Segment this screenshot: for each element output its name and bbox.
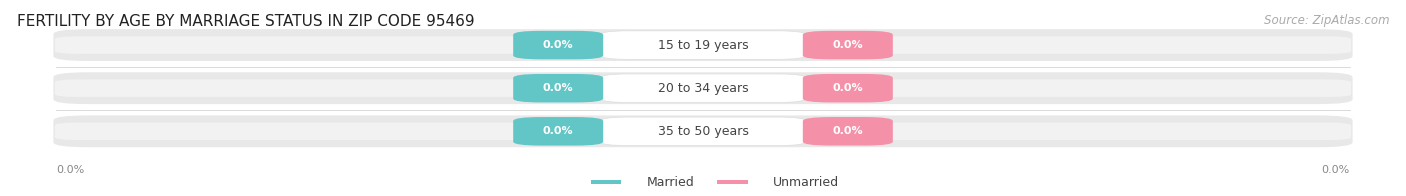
Text: 0.0%: 0.0% [543,83,574,93]
Text: 0.0%: 0.0% [832,126,863,136]
Text: 0.0%: 0.0% [543,126,574,136]
Text: 35 to 50 years: 35 to 50 years [658,125,748,138]
Text: 0.0%: 0.0% [1322,165,1350,175]
Text: 0.0%: 0.0% [543,40,574,50]
Text: 0.0%: 0.0% [832,83,863,93]
Text: Married: Married [647,176,695,189]
Text: FERTILITY BY AGE BY MARRIAGE STATUS IN ZIP CODE 95469: FERTILITY BY AGE BY MARRIAGE STATUS IN Z… [17,14,474,29]
Text: 20 to 34 years: 20 to 34 years [658,82,748,95]
Text: 0.0%: 0.0% [832,40,863,50]
Text: Source: ZipAtlas.com: Source: ZipAtlas.com [1264,14,1389,27]
Text: 15 to 19 years: 15 to 19 years [658,39,748,52]
Text: Unmarried: Unmarried [773,176,839,189]
Text: 0.0%: 0.0% [56,165,84,175]
